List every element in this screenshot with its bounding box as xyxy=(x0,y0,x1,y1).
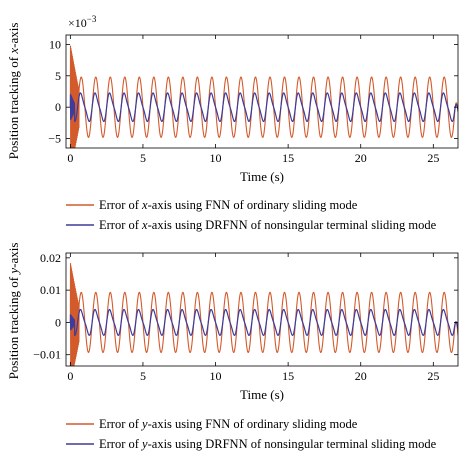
y-tick-label: −0.01 xyxy=(33,348,61,362)
chart-top: 0 5 10 15 20 25 10 5 0 −5 ×10−3 Time (s) Positio… xyxy=(6,14,459,232)
x-tick-label: 10 xyxy=(210,151,222,165)
x-tick-label: 15 xyxy=(282,151,294,165)
chart-bottom-legend-label-drfnn: Error of y-axis using DRFNN of nonsingul… xyxy=(99,437,437,451)
y-tick-label: 10 xyxy=(49,37,61,51)
x-tick-label: 15 xyxy=(282,369,294,383)
x-tick-label: 25 xyxy=(427,369,439,383)
chart-bottom-y-axis-label: Position tracking of y-axis xyxy=(6,243,21,380)
chart-bottom-y-ticks: 0.02 0.01 0 −0.01 xyxy=(33,251,458,362)
chart-top-x-ticks: 0 5 10 15 20 25 xyxy=(67,35,439,165)
chart-bottom: 0 5 10 15 20 25 0.02 0.01 0 −0.01 Time (s) Posit… xyxy=(6,243,459,451)
chart-bottom-x-ticks: 0 5 10 15 20 25 xyxy=(67,253,439,383)
chart-top-plot-frame xyxy=(65,34,459,149)
chart-bottom-plot-frame xyxy=(65,252,459,367)
x-tick-label: 10 xyxy=(210,369,222,383)
chart-top-exponent-label: ×10−3 xyxy=(68,14,97,30)
y-tick-label: 0 xyxy=(55,100,61,114)
chart-bottom-legend: Error of y-axis using FNN of ordinary sl… xyxy=(66,417,437,451)
x-tick-label: 20 xyxy=(355,151,367,165)
chart-bottom-series-fnn-line xyxy=(69,263,458,366)
chart-top-series-layer xyxy=(69,45,458,148)
chart-top-x-axis-label: Time (s) xyxy=(240,169,284,184)
y-tick-label: 0 xyxy=(55,315,61,329)
x-tick-label: 0 xyxy=(67,151,73,165)
chart-bottom-legend-label-fnn: Error of y-axis using FNN of ordinary sl… xyxy=(99,417,358,431)
y-tick-label: −5 xyxy=(48,132,61,146)
chart-top-series-drfnn-line xyxy=(69,92,458,123)
chart-top-y-ticks: 10 5 0 −5 xyxy=(48,37,458,146)
chart-bottom-series-layer xyxy=(69,263,458,366)
chart-top-y-axis-label: Position tracking of x-axis xyxy=(6,23,21,160)
chart-bottom-series-drfnn-line xyxy=(69,308,458,336)
chart-bottom-x-axis-label: Time (s) xyxy=(240,387,284,402)
x-tick-label: 0 xyxy=(67,369,73,383)
chart-top-legend-label-fnn: Error of x-axis using FNN of ordinary sl… xyxy=(99,198,358,212)
y-tick-label: 0.02 xyxy=(40,251,61,265)
x-tick-label: 5 xyxy=(140,151,146,165)
x-tick-label: 25 xyxy=(427,151,439,165)
y-tick-label: 5 xyxy=(55,69,61,83)
chart-top-legend-label-drfnn: Error of x-axis using DRFNN of nonsingul… xyxy=(99,218,437,232)
x-tick-label: 5 xyxy=(140,369,146,383)
chart-top-legend: Error of x-axis using FNN of ordinary sl… xyxy=(66,198,437,232)
x-tick-label: 20 xyxy=(355,369,367,383)
y-tick-label: 0.01 xyxy=(40,283,61,297)
